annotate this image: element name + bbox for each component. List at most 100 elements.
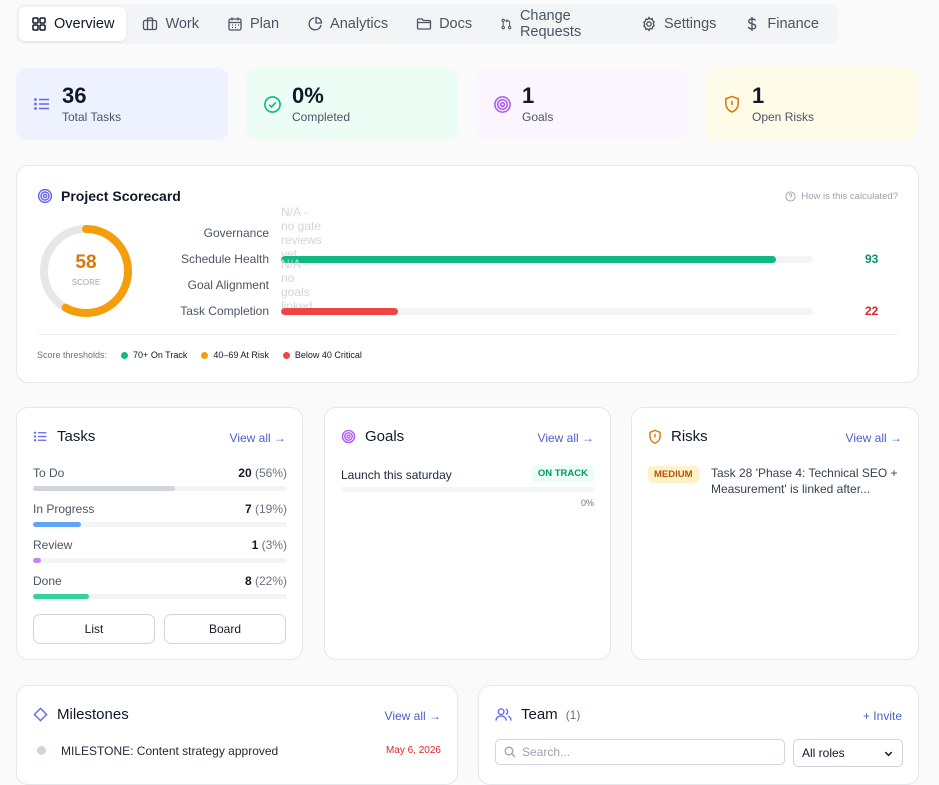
metric-bar	[281, 307, 813, 315]
how-calculated-link[interactable]: How is this calculated?	[785, 191, 898, 202]
task-status-in-progress: In Progress 7 (19%)	[33, 502, 287, 527]
risks-view-all-link[interactable]: View all →	[845, 431, 902, 445]
team-card: Team (1) + Invite Search... All roles	[478, 685, 919, 785]
task-status-todo: To Do 20 (56%)	[33, 466, 287, 491]
score-gauge-arc	[40, 225, 132, 317]
goal-name[interactable]: Launch this saturday	[341, 468, 452, 482]
task-status-done: Done 8 (22%)	[33, 574, 287, 599]
tab-analytics[interactable]: Analytics	[295, 7, 400, 41]
board-view-button[interactable]: Board	[164, 614, 286, 644]
task-status-pct: (56%)	[254, 466, 287, 480]
tab-settings[interactable]: Settings	[629, 7, 728, 41]
milestones-view-all-link[interactable]: View all →	[384, 709, 441, 723]
stat-label: Total Tasks	[62, 110, 122, 124]
folder-icon	[416, 18, 432, 30]
risk-description-line: Task 28 'Phase 4: Technical SEO +	[711, 466, 898, 480]
task-status-bar	[33, 594, 287, 599]
score-thresholds: Score thresholds: 70+ On Track 40–69 At …	[37, 350, 362, 360]
goals-title: Goals	[365, 428, 405, 445]
divider	[37, 334, 898, 335]
metric-na: N/A - no goals linked	[281, 257, 313, 313]
metric-value: 22	[865, 304, 879, 318]
task-status-pct: (22%)	[254, 574, 287, 588]
goals-view-all-link[interactable]: View all →	[537, 431, 594, 445]
goal-progress-text: 0%	[580, 498, 594, 508]
task-status-pct: (3%)	[261, 538, 287, 552]
task-status-count: 1	[251, 538, 259, 552]
stat-card-goals: 1 Goals	[476, 68, 688, 140]
goals-card: Goals View all → Launch this saturday ON…	[324, 407, 611, 660]
tasks-title: Tasks	[57, 428, 96, 445]
diamond-icon	[33, 707, 48, 722]
metric-name: Schedule Health	[180, 252, 269, 266]
stat-value: 1	[752, 83, 765, 108]
stat-card-open-risks: 1 Open Risks	[706, 68, 918, 140]
search-icon	[504, 746, 516, 758]
milestone-status-dot	[37, 746, 46, 755]
metric-name: Task Completion	[180, 304, 269, 318]
milestone-name[interactable]: MILESTONE: Content strategy approved	[61, 744, 279, 758]
calendar-icon	[228, 17, 242, 31]
task-status-count: 20	[238, 466, 252, 480]
tab-label: Docs	[439, 16, 473, 32]
grid-icon	[32, 17, 46, 31]
task-status-name: In Progress	[33, 502, 95, 516]
critical-dot	[282, 351, 290, 359]
tab-overview[interactable]: Overview	[19, 7, 127, 41]
task-status-name: Done	[33, 574, 62, 588]
task-status-name: Review	[33, 538, 73, 552]
threshold-on-track: 70+ On Track	[133, 350, 188, 360]
goal-progress-bar	[341, 487, 595, 492]
threshold-critical: Below 40 Critical	[294, 350, 362, 360]
stat-label: Goals	[522, 110, 554, 124]
tab-label: Plan	[250, 16, 280, 32]
milestones-title: Milestones	[57, 706, 129, 723]
tab-finance[interactable]: Finance	[732, 7, 831, 41]
stat-value: 36	[62, 83, 87, 108]
milestone-date: May 6, 2026	[385, 745, 441, 756]
tab-label: Analytics	[330, 16, 389, 32]
stat-value: 1	[522, 83, 535, 108]
metric-na: N/A - no gate reviews yet	[281, 205, 322, 261]
tab-change-requests[interactable]: Change Requests	[488, 7, 625, 41]
role-filter-select[interactable]: All roles	[793, 739, 903, 767]
milestones-card: Milestones View all → MILESTONE: Content…	[16, 685, 458, 785]
risks-title: Risks	[671, 428, 708, 445]
dollar-icon	[748, 17, 757, 31]
scorecard-title: Project Scorecard	[61, 188, 181, 204]
briefcase-icon	[143, 17, 158, 31]
risk-description[interactable]: Task 28 'Phase 4: Technical SEO + Measur…	[711, 465, 903, 497]
task-status-bar	[33, 558, 287, 563]
invite-button[interactable]: + Invite	[862, 709, 902, 723]
metric-bar-fill	[281, 255, 776, 263]
thresholds-label: Score thresholds:	[37, 350, 108, 360]
team-search-input[interactable]: Search...	[495, 739, 785, 765]
gear-icon	[642, 16, 656, 32]
tab-label: Finance	[767, 16, 819, 32]
metric-name: Governance	[203, 226, 269, 240]
team-title: Team	[521, 706, 558, 723]
tab-plan[interactable]: Plan	[215, 7, 291, 41]
list-icon	[33, 431, 47, 442]
on-track-dot	[121, 351, 129, 359]
list-view-button[interactable]: List	[33, 614, 155, 644]
chevron-down-icon	[884, 751, 893, 756]
task-status-bar-fill	[33, 486, 176, 491]
search-placeholder: Search...	[522, 745, 571, 759]
shield-alert-icon	[649, 429, 661, 444]
shield-alert-icon	[725, 95, 739, 113]
stat-label: Open Risks	[752, 110, 815, 124]
task-status-bar-fill	[33, 558, 41, 563]
help-circle-icon	[785, 191, 796, 202]
tab-docs[interactable]: Docs	[404, 7, 484, 41]
tasks-view-all-link[interactable]: View all →	[229, 431, 286, 445]
score-gauge: 58 SCORE	[38, 223, 134, 319]
task-status-bar-fill	[33, 522, 82, 527]
task-status-count: 8	[244, 574, 252, 588]
team-count: (1)	[565, 707, 581, 722]
how-calculated-text: How is this calculated?	[801, 191, 898, 202]
tab-work[interactable]: Work	[130, 7, 211, 41]
metric-bar-fill	[281, 307, 399, 315]
task-status-bar	[33, 486, 287, 491]
target-icon	[493, 95, 511, 113]
